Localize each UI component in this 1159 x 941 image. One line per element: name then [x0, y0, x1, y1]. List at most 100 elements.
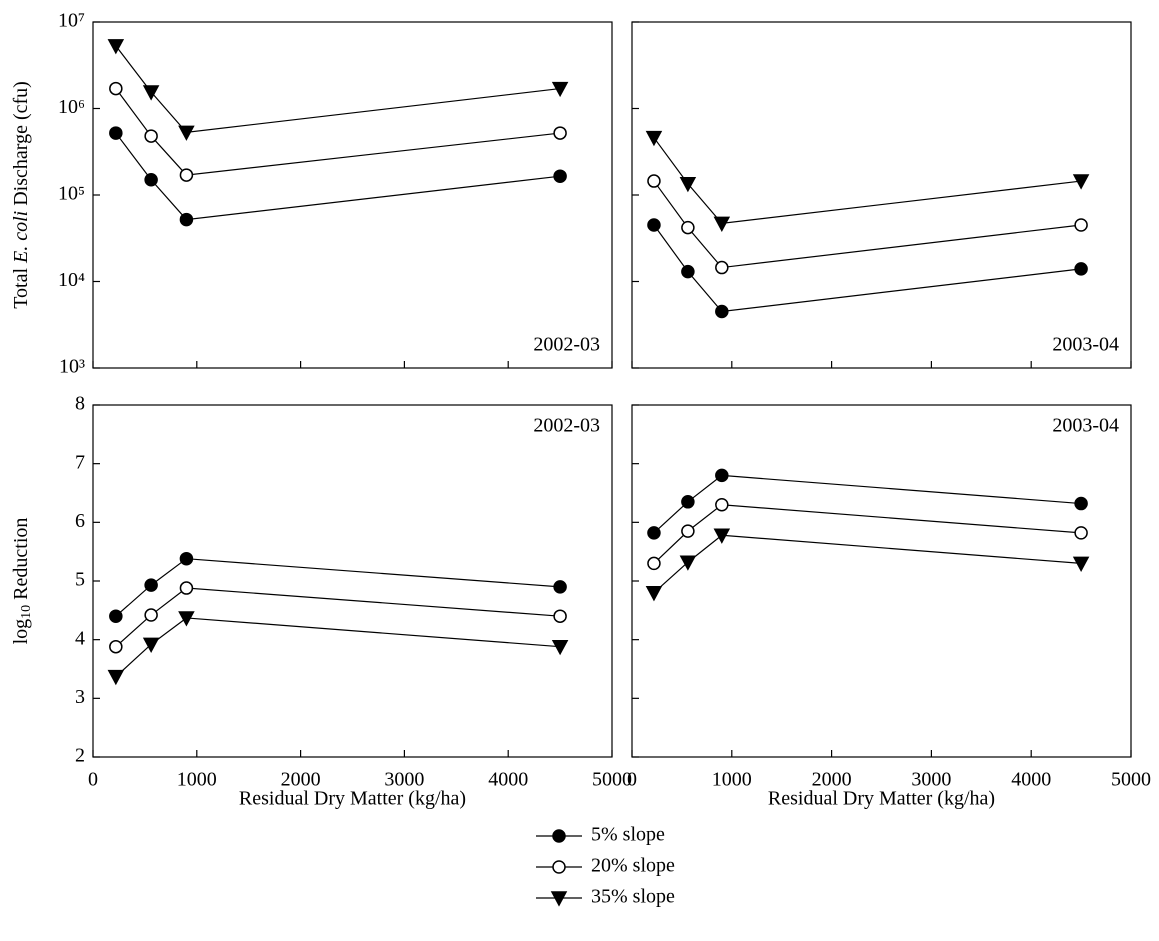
y-tick-label: 5 [75, 569, 85, 591]
line [115, 88, 561, 176]
marker [645, 585, 663, 602]
marker [645, 130, 663, 147]
plot-frame [631, 404, 1132, 758]
marker [144, 129, 158, 143]
legend: 5% slope 20% slope 35% slope [536, 824, 675, 908]
series [109, 126, 567, 227]
line [653, 180, 1082, 269]
panel-label: 2002-03 [533, 415, 600, 437]
x-tick-label: 1000 [712, 769, 752, 791]
y-tick-label: 3 [75, 686, 85, 708]
x-axis-label: Residual Dry Matter (kg/ha) [239, 788, 466, 810]
series [647, 497, 1088, 571]
marker [179, 212, 194, 227]
x-tick-label: 3000 [384, 769, 424, 791]
line [115, 132, 561, 221]
marker [551, 81, 569, 98]
y-tick-label: 10³ [59, 356, 85, 378]
marker [715, 304, 729, 319]
marker [715, 468, 729, 483]
marker [713, 528, 731, 544]
legend-label: 5% slope [591, 824, 665, 846]
line [653, 474, 1082, 534]
y-tick-label: 2 [75, 745, 85, 767]
x-tick-label: 4000 [1011, 769, 1051, 791]
marker [647, 556, 661, 571]
marker [178, 125, 195, 141]
series [647, 174, 1088, 275]
marker [107, 39, 125, 55]
marker [679, 555, 697, 571]
series [645, 528, 1090, 602]
panel-label: 2003-04 [1052, 334, 1119, 356]
legend-label: 20% slope [591, 855, 675, 877]
series [109, 81, 567, 182]
marker [179, 581, 194, 595]
y-axis-label-part: Discharge (cfu) [10, 81, 32, 211]
marker [713, 216, 731, 232]
marker [681, 495, 695, 509]
marker [1072, 174, 1090, 190]
y-tick-label: 10⁵ [58, 183, 85, 205]
marker [142, 85, 160, 101]
series [109, 581, 567, 654]
y-axis-label: log10 Reduction [10, 518, 35, 645]
x-tick-label: 0 [627, 769, 637, 791]
y-axis-label-part: 10 [19, 605, 34, 619]
marker [1072, 556, 1090, 572]
y-tick-label: 10⁶ [58, 96, 85, 118]
marker [1074, 526, 1088, 540]
marker [553, 580, 567, 594]
series [645, 130, 1090, 232]
marker [109, 639, 123, 654]
marker [647, 526, 661, 540]
marker [553, 609, 567, 623]
line [653, 534, 1082, 594]
y-tick-label: 10⁴ [58, 269, 85, 291]
line [653, 224, 1082, 313]
marker [109, 609, 123, 623]
marker [144, 608, 158, 622]
line [115, 558, 561, 617]
y-tick-label: 6 [75, 510, 85, 532]
marker [1074, 262, 1088, 276]
x-tick-label: 5000 [592, 769, 632, 791]
marker [553, 169, 567, 183]
line [653, 137, 1082, 224]
x-tick-label: 2000 [281, 769, 321, 791]
line [115, 45, 561, 133]
marker [178, 611, 195, 627]
legend-marker [552, 829, 566, 843]
marker [109, 81, 123, 96]
series [647, 468, 1088, 540]
marker [179, 551, 194, 566]
x-tick-label: 0 [88, 769, 98, 791]
plot-frame [631, 21, 1132, 369]
legend-marker [550, 891, 568, 907]
series [107, 611, 569, 686]
line [653, 504, 1082, 564]
y-tick-label: 4 [75, 627, 85, 649]
x-tick-label: 2000 [812, 769, 852, 791]
x-axis-label: Residual Dry Matter (kg/ha) [768, 788, 995, 810]
series [107, 39, 569, 141]
marker [715, 497, 729, 512]
marker [553, 126, 567, 140]
series [109, 551, 567, 623]
panel-label: 2003-04 [1052, 415, 1119, 437]
marker [109, 126, 123, 140]
plot-frame [92, 404, 613, 758]
marker [1074, 218, 1088, 232]
marker [142, 637, 160, 653]
marker [647, 218, 661, 232]
x-tick-label: 5000 [1111, 769, 1151, 791]
y-axis-label: Total E. coli Discharge (cfu) [10, 81, 32, 309]
marker [679, 176, 697, 193]
legend-label: 35% slope [591, 886, 675, 908]
x-tick-label: 4000 [488, 769, 528, 791]
marker [551, 639, 569, 656]
line [115, 617, 561, 678]
line [115, 587, 561, 648]
